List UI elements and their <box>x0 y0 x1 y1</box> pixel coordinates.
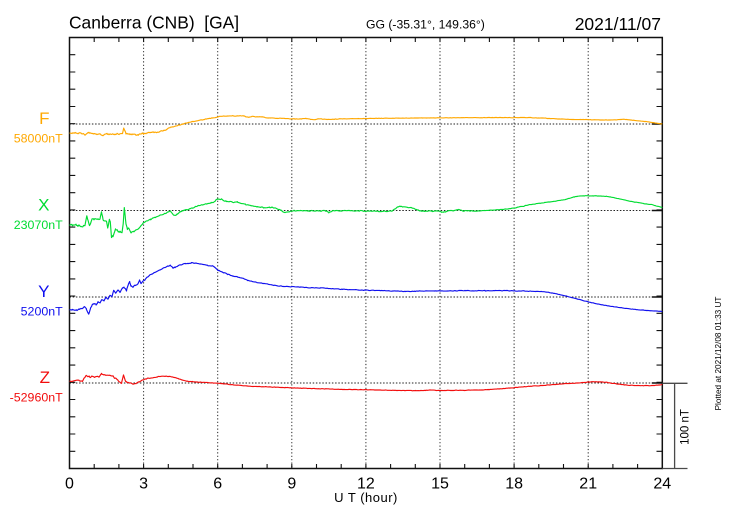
svg-text:58000nT: 58000nT <box>14 131 63 145</box>
svg-text:U T (hour): U T (hour) <box>334 490 398 505</box>
svg-text:Y: Y <box>38 282 49 301</box>
svg-text:23070nT: 23070nT <box>14 218 63 232</box>
svg-text:5200nT: 5200nT <box>21 304 63 318</box>
svg-text:3: 3 <box>139 476 148 493</box>
svg-text:0: 0 <box>65 476 74 493</box>
svg-text:9: 9 <box>287 476 296 493</box>
svg-text:X: X <box>38 196 49 215</box>
svg-text:24: 24 <box>653 476 671 493</box>
svg-text:-52960nT: -52960nT <box>10 390 63 404</box>
svg-text:GG (-35.31°, 149.36°): GG (-35.31°, 149.36°) <box>366 18 485 32</box>
svg-text:Z: Z <box>40 368 50 387</box>
svg-text:21: 21 <box>579 476 597 493</box>
svg-text:15: 15 <box>431 476 449 493</box>
svg-text:100 nT: 100 nT <box>680 409 692 445</box>
svg-text:2021/11/07: 2021/11/07 <box>575 14 661 34</box>
svg-text:18: 18 <box>505 476 523 493</box>
svg-text:F: F <box>39 109 49 128</box>
svg-text:12: 12 <box>357 476 375 493</box>
svg-text:Plotted at 2021/12/08 01:33 UT: Plotted at 2021/12/08 01:33 UT <box>714 297 723 411</box>
svg-text:6: 6 <box>213 476 222 493</box>
svg-text:Canberra (CNB) [GA]: Canberra (CNB) [GA] <box>69 13 239 33</box>
